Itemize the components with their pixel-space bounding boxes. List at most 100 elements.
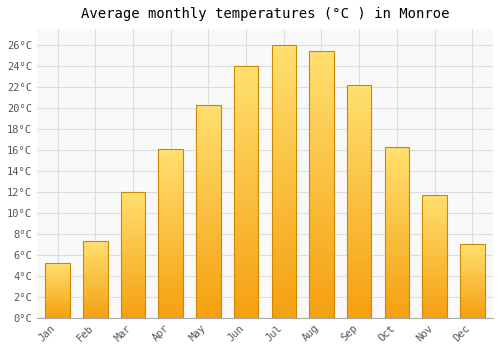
- Bar: [120, 220, 145, 222]
- Bar: [158, 269, 183, 271]
- Bar: [309, 311, 334, 315]
- Bar: [422, 215, 447, 217]
- Bar: [234, 69, 258, 72]
- Bar: [196, 177, 220, 179]
- Bar: [196, 265, 220, 267]
- Bar: [46, 291, 70, 292]
- Bar: [347, 306, 372, 309]
- Bar: [234, 129, 258, 132]
- Bar: [272, 298, 296, 301]
- Bar: [234, 264, 258, 267]
- Bar: [347, 108, 372, 111]
- Bar: [384, 258, 409, 260]
- Bar: [234, 236, 258, 239]
- Bar: [196, 270, 220, 273]
- Bar: [460, 307, 484, 308]
- Bar: [422, 237, 447, 238]
- Bar: [234, 223, 258, 226]
- Bar: [158, 282, 183, 284]
- Bar: [384, 316, 409, 318]
- Bar: [272, 140, 296, 144]
- Bar: [309, 208, 334, 211]
- Bar: [347, 88, 372, 91]
- Bar: [460, 252, 484, 253]
- Bar: [196, 116, 220, 118]
- Bar: [460, 244, 484, 245]
- Bar: [158, 197, 183, 199]
- Bar: [120, 201, 145, 203]
- Bar: [460, 306, 484, 307]
- Bar: [384, 312, 409, 314]
- Bar: [460, 308, 484, 309]
- Bar: [460, 247, 484, 248]
- Bar: [422, 262, 447, 264]
- Bar: [46, 288, 70, 289]
- Bar: [158, 314, 183, 316]
- Bar: [120, 280, 145, 282]
- Bar: [158, 288, 183, 290]
- Bar: [196, 147, 220, 150]
- Bar: [460, 309, 484, 310]
- Bar: [196, 174, 220, 177]
- Bar: [347, 175, 372, 178]
- Bar: [46, 311, 70, 312]
- Bar: [234, 138, 258, 141]
- Bar: [196, 190, 220, 192]
- Bar: [384, 284, 409, 286]
- Bar: [83, 258, 108, 259]
- Bar: [272, 284, 296, 287]
- Bar: [196, 286, 220, 288]
- Bar: [46, 304, 70, 305]
- Bar: [120, 288, 145, 289]
- Bar: [422, 241, 447, 243]
- Bar: [272, 270, 296, 273]
- Bar: [234, 258, 258, 261]
- Bar: [46, 274, 70, 275]
- Bar: [272, 79, 296, 82]
- Bar: [234, 192, 258, 195]
- Bar: [309, 304, 334, 308]
- Bar: [120, 291, 145, 293]
- Bar: [347, 161, 372, 163]
- Bar: [120, 304, 145, 305]
- Bar: [83, 285, 108, 286]
- Bar: [422, 203, 447, 204]
- Bar: [196, 153, 220, 155]
- Bar: [309, 51, 334, 318]
- Bar: [234, 195, 258, 198]
- Bar: [272, 154, 296, 158]
- Bar: [347, 268, 372, 271]
- Bar: [46, 273, 70, 274]
- Bar: [272, 69, 296, 72]
- Bar: [120, 245, 145, 247]
- Bar: [309, 238, 334, 241]
- Bar: [158, 227, 183, 229]
- Bar: [158, 151, 183, 153]
- Bar: [83, 317, 108, 318]
- Bar: [422, 282, 447, 284]
- Bar: [196, 243, 220, 246]
- Bar: [120, 197, 145, 198]
- Bar: [158, 236, 183, 238]
- Bar: [158, 166, 183, 168]
- Bar: [83, 286, 108, 287]
- Bar: [422, 289, 447, 290]
- Bar: [158, 168, 183, 170]
- Bar: [234, 75, 258, 78]
- Bar: [158, 199, 183, 202]
- Bar: [272, 257, 296, 260]
- Bar: [196, 182, 220, 184]
- Bar: [460, 283, 484, 284]
- Bar: [158, 185, 183, 187]
- Bar: [46, 290, 70, 291]
- Bar: [120, 316, 145, 318]
- Bar: [460, 293, 484, 294]
- Bar: [272, 103, 296, 106]
- Bar: [384, 243, 409, 245]
- Bar: [309, 254, 334, 258]
- Bar: [347, 105, 372, 108]
- Bar: [309, 188, 334, 191]
- Bar: [120, 211, 145, 212]
- Bar: [347, 210, 372, 213]
- Bar: [196, 198, 220, 201]
